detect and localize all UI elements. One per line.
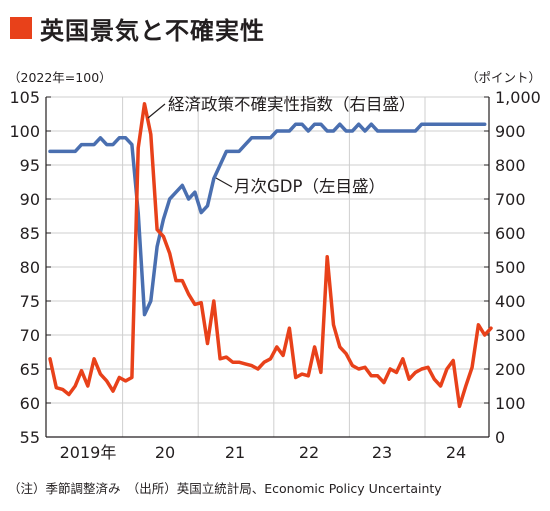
gdp-annotation: 月次GDP（左目盛） — [234, 177, 385, 196]
footnote: （注）季節調整済み （出所）英国立統計局、Economic Policy Unc… — [8, 481, 442, 496]
x-tick-label: 20 — [155, 443, 175, 462]
left-tick-label: 55 — [20, 428, 40, 447]
gdp-series-line — [48, 122, 487, 317]
right-tick-label: 400 — [495, 292, 526, 311]
title-square-icon — [10, 17, 32, 39]
left-tick-label: 90 — [20, 190, 40, 209]
line-chart: 55 60 65 70 75 80 85 90 95 100 105 0 100 200 300 400 500… — [8, 70, 541, 462]
left-tick-label: 85 — [20, 224, 40, 243]
right-tick-label: 600 — [495, 224, 526, 243]
right-tick-label: 300 — [495, 326, 526, 345]
right-tick-label: 100 — [495, 394, 526, 413]
epu-leader-line — [147, 103, 166, 119]
left-tick-label: 65 — [20, 360, 40, 379]
title-text: 英国景気と不確実性 — [40, 16, 265, 45]
right-tick-label: 700 — [495, 190, 526, 209]
left-tick-label: 105 — [9, 88, 40, 107]
left-axis-unit: （2022年=100） — [8, 70, 112, 85]
left-tick-label: 100 — [9, 122, 40, 141]
right-tick-label: 200 — [495, 360, 526, 379]
x-tick-label: 22 — [299, 443, 319, 462]
epu-annotation: 経済政策不確実性指数（右目盛） — [168, 95, 416, 114]
right-axis-unit: （ポイント） — [466, 70, 541, 85]
gdp-leader-line — [215, 177, 233, 188]
left-tick-label: 60 — [20, 394, 40, 413]
x-tick-label: 23 — [372, 443, 392, 462]
left-tick-label: 70 — [20, 326, 40, 345]
right-tick-label: 0 — [495, 428, 505, 447]
right-tick-label: 1,000 — [495, 88, 541, 107]
chart-title: 英国景気と不確実性 — [10, 10, 265, 46]
left-tick-label: 75 — [20, 292, 40, 311]
right-tick-label: 500 — [495, 258, 526, 277]
x-tick-label: 21 — [225, 443, 245, 462]
x-tick-label: 24 — [446, 443, 466, 462]
x-tick-label: 2019年 — [60, 443, 117, 462]
epu-series-line — [48, 102, 493, 409]
left-tick-label: 95 — [20, 156, 40, 175]
right-tick-label: 800 — [495, 156, 526, 175]
right-tick-label: 900 — [495, 122, 526, 141]
left-tick-label: 80 — [20, 258, 40, 277]
